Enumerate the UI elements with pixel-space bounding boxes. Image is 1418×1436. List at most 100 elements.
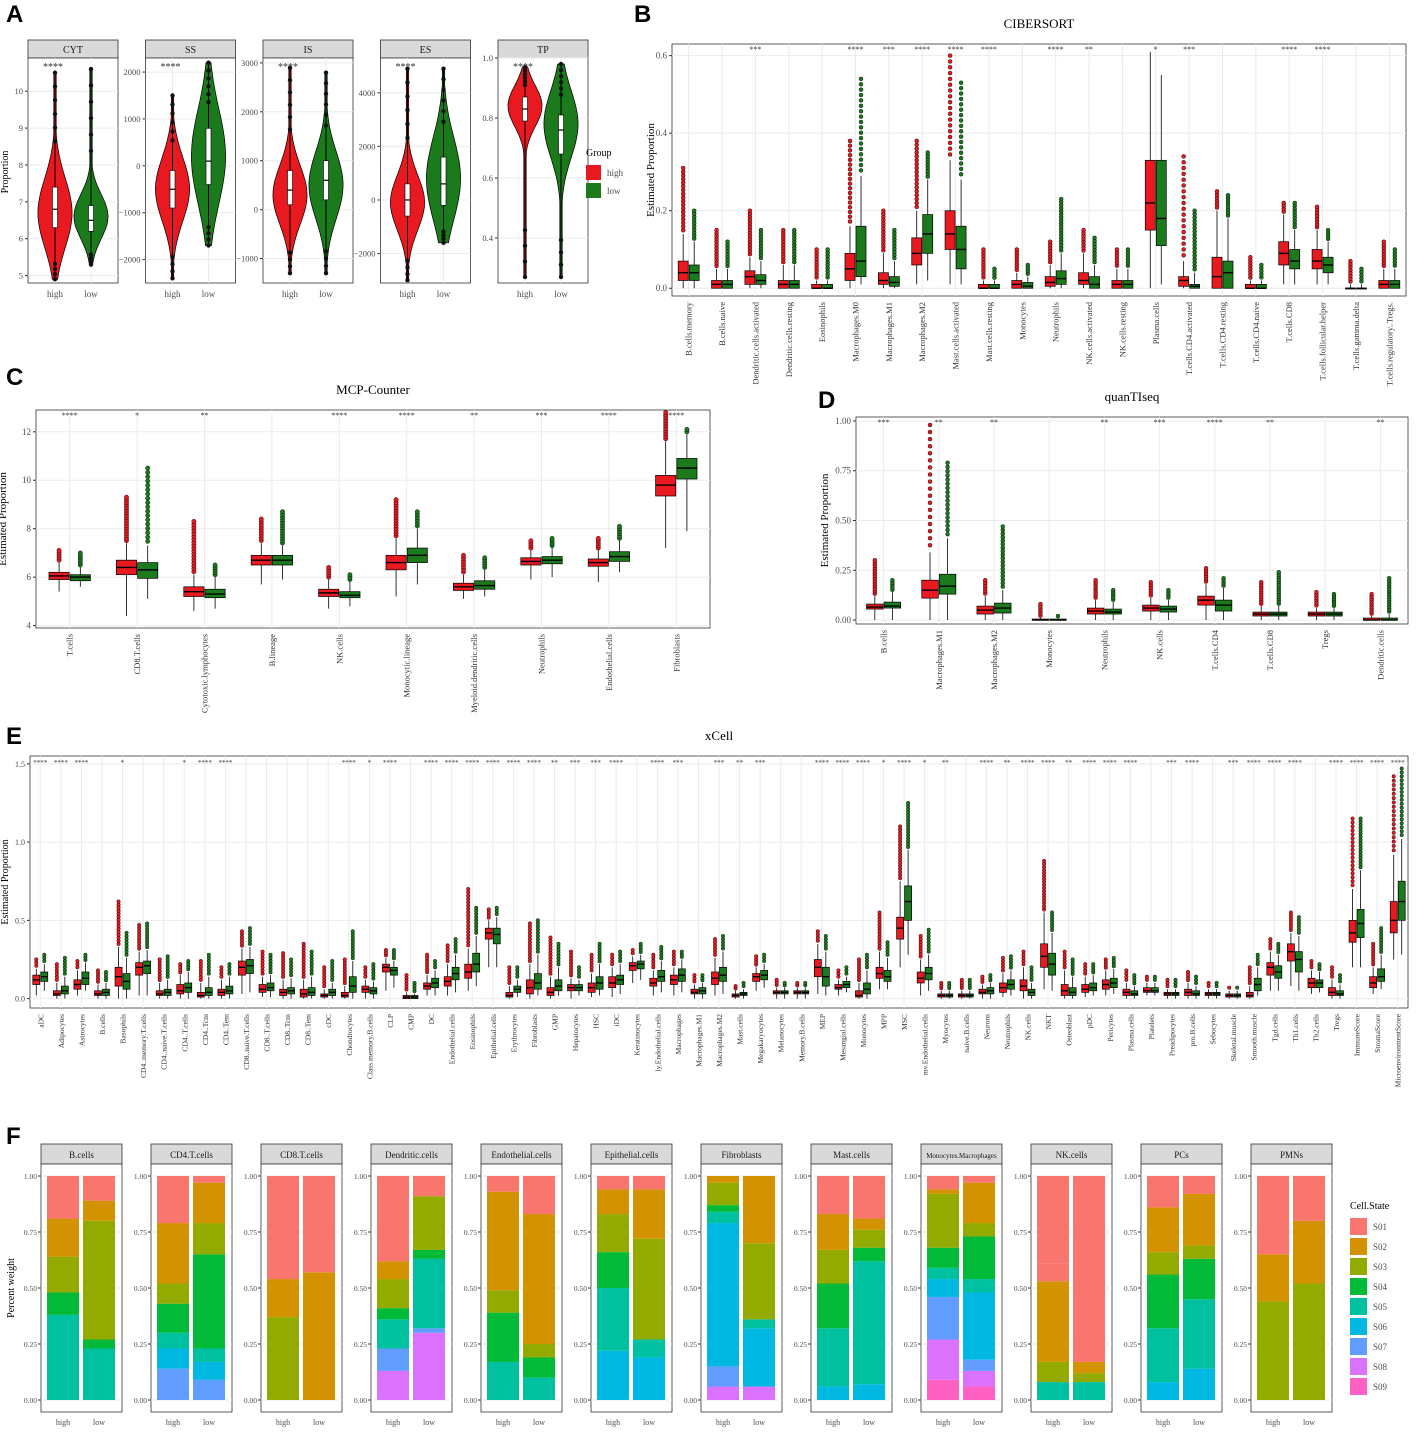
facet-title: IS <box>304 45 313 56</box>
outlier-point <box>1350 836 1355 841</box>
box-high <box>844 253 856 281</box>
box-low <box>938 573 957 595</box>
bar-segment-S08 <box>743 1386 775 1400</box>
box-low <box>1022 282 1034 289</box>
x-tick-label: NKT <box>1044 1014 1053 1030</box>
outlier-point <box>145 487 151 493</box>
outlier-point <box>1399 825 1404 830</box>
bar-segment-S04 <box>83 1339 115 1349</box>
outlier-point <box>858 152 864 157</box>
outlier-point <box>864 952 869 957</box>
bar-segment-S04 <box>487 1312 519 1362</box>
outlier-point <box>858 103 864 109</box>
significance-label: **** <box>914 45 930 54</box>
y-tick-label: 0.6 <box>656 51 668 61</box>
bar-segment-S06 <box>743 1328 775 1387</box>
outlier-point <box>958 166 964 172</box>
outlier-point <box>170 111 175 116</box>
outlier-point <box>847 195 853 200</box>
significance-label: **** <box>198 759 213 767</box>
x-tick-label: Megakaryocytes <box>756 1014 765 1064</box>
legend-label: high <box>607 168 624 178</box>
outlier-point <box>441 233 446 238</box>
facet-title: Epithelial.cells <box>605 1150 659 1160</box>
box-low <box>307 987 316 996</box>
outlier-point <box>1181 224 1186 229</box>
box-high <box>608 976 617 989</box>
outlier-point <box>1350 832 1355 837</box>
significance-label: **** <box>1082 759 1097 767</box>
significance-label: *** <box>536 411 548 420</box>
significance-label: **** <box>513 62 533 73</box>
outlier-point <box>1391 787 1396 792</box>
outlier-point <box>88 66 94 72</box>
x-tick-label: CD4..memory.T.cells <box>139 1014 148 1078</box>
outlier-point <box>1391 822 1396 827</box>
bar-segment-S06 <box>707 1223 739 1367</box>
box-high <box>287 170 293 206</box>
bar-segment-S02 <box>267 1279 299 1318</box>
significance-label: ** <box>551 759 559 767</box>
box-low <box>266 982 275 992</box>
y-tick-label: 0.25 <box>244 1340 257 1349</box>
facet-title: CYT <box>63 45 83 56</box>
significance-label: **** <box>1315 45 1331 54</box>
outlier-point <box>1166 587 1171 593</box>
x-tick-label: Plasma.cells <box>1126 1014 1135 1051</box>
outlier-point <box>1083 962 1088 967</box>
bar-segment-S05 <box>597 1288 629 1351</box>
outlier-point <box>145 521 151 527</box>
outlier-point <box>77 550 83 556</box>
bar-segment-S02 <box>1257 1254 1289 1302</box>
outlier-point <box>1225 192 1231 198</box>
outlier-point <box>947 140 953 146</box>
x-tick-label: low <box>863 1418 875 1427</box>
outlier-point <box>342 957 347 962</box>
significance-label: **** <box>1288 759 1303 767</box>
x-tick-label: MicroenvironmentScore <box>1394 1013 1403 1087</box>
y-tick-label: 1.00 <box>835 416 851 426</box>
box-high <box>176 984 185 995</box>
facet-title: Monocytes.Macrophages <box>926 1152 997 1160</box>
outlier-point <box>88 132 94 137</box>
outlier-point <box>556 941 561 946</box>
box-low <box>1397 880 1406 921</box>
box-high <box>1143 987 1151 993</box>
outlier-point <box>927 479 933 484</box>
facet-title: B.cells <box>69 1150 94 1160</box>
outlier-point <box>206 231 211 236</box>
facet-title: Fibroblasts <box>721 1150 762 1160</box>
outlier-point <box>1055 613 1061 619</box>
x-tick-label: Adipocytes <box>57 1014 66 1048</box>
significance-label: **** <box>399 411 415 420</box>
stacked-facet <box>478 1143 563 1413</box>
x-tick-label: MPP <box>880 1014 889 1029</box>
outlier-point <box>918 934 923 939</box>
bar-segment-S05 <box>927 1267 959 1280</box>
box-high <box>1040 943 1048 968</box>
outlier-point <box>589 952 594 957</box>
outlier-point <box>858 87 864 92</box>
outlier-point <box>371 962 376 967</box>
significance-label: ** <box>201 411 209 420</box>
panel-label-B: B <box>634 1 651 28</box>
box-panel-D <box>853 416 1409 625</box>
outlier-point <box>88 99 94 105</box>
outlier-point <box>1227 985 1232 990</box>
x-tick-label: high <box>1156 1418 1170 1427</box>
box-low <box>855 225 867 277</box>
violin-facet <box>377 39 471 284</box>
outlier-point <box>945 473 950 478</box>
outlier-point <box>287 250 293 255</box>
outlier-point <box>1399 805 1404 810</box>
significance-label: ** <box>736 759 744 767</box>
outlier-point <box>433 959 438 964</box>
outlier-point <box>56 548 62 553</box>
x-tick-label: Keratinocytes <box>633 1014 642 1056</box>
box-low <box>205 128 212 185</box>
box-high <box>238 960 246 976</box>
outlier-point <box>1391 791 1396 796</box>
bar-segment-S05 <box>157 1332 189 1349</box>
x-tick-label: T.cells.CD4.activated <box>1184 301 1194 375</box>
x-tick-label: MSC <box>900 1014 909 1030</box>
